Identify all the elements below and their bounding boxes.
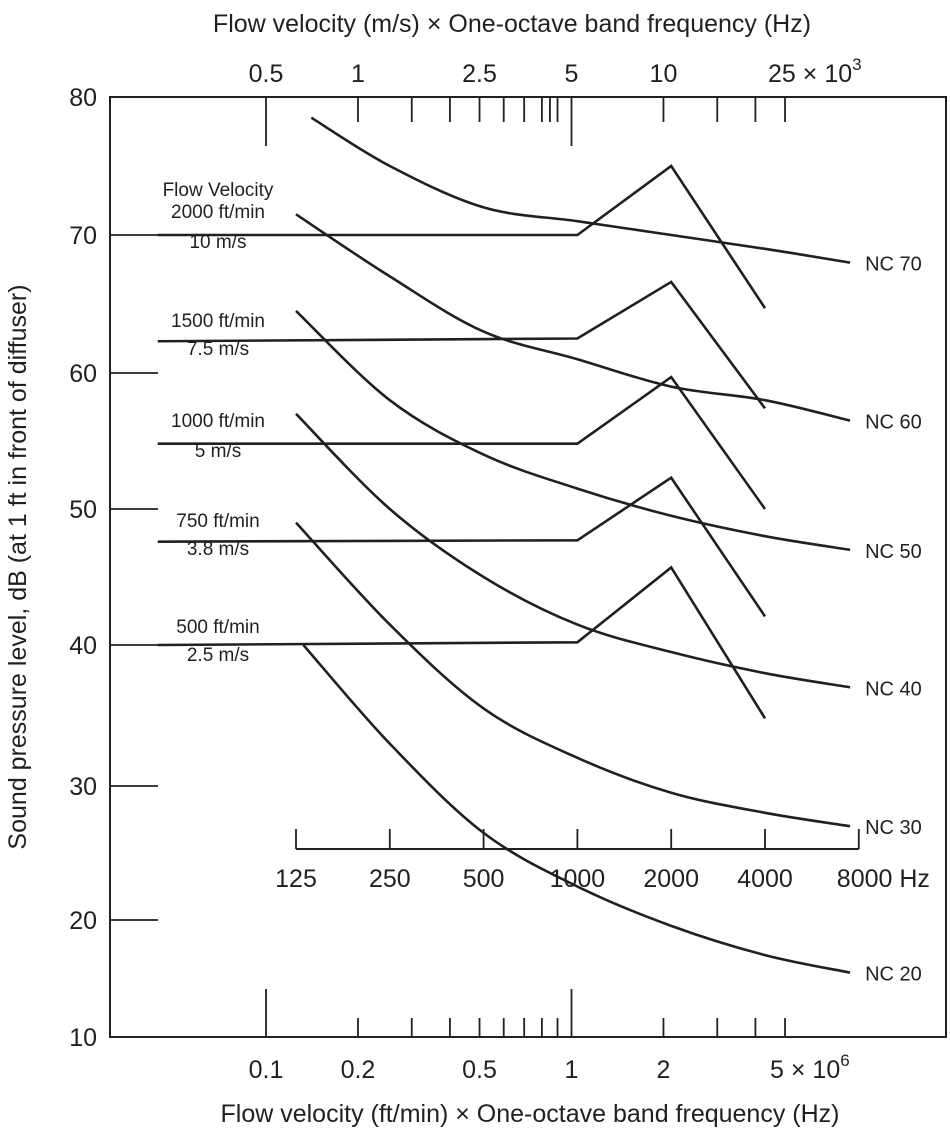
top-tick-label: 2.5 <box>462 60 497 88</box>
diffuser-line <box>157 164 767 309</box>
diffuser-label-ms: 5 m/s <box>195 441 241 462</box>
nc-curve-label: NC 20 <box>865 964 922 986</box>
diffuser-label-ms: 3.8 m/s <box>187 539 249 560</box>
frequency-tick-label: 8000 Hz <box>837 865 930 893</box>
exponent: 3 <box>852 55 861 74</box>
diffuser-label-ftmin: 1500 ft/min <box>171 311 265 332</box>
nc-curve-label: NC 50 <box>865 541 922 563</box>
frequency-tick-label: 2000 <box>643 865 699 893</box>
frequency-tick-label: 250 <box>369 865 411 893</box>
nc-curve <box>295 521 851 828</box>
nc-curve <box>310 116 851 264</box>
diffuser-label-ms: 2.5 m/s <box>187 645 249 666</box>
diffuser-line <box>157 565 767 720</box>
bottom-tick-label: 2 <box>657 1056 671 1084</box>
y-tick-label: 80 <box>69 84 97 112</box>
nc-curve <box>302 644 851 974</box>
y-tick-label: 20 <box>69 907 97 935</box>
y-tick-label: 30 <box>69 773 97 801</box>
top-axis-title: Flow velocity (m/s) × One-octave band fr… <box>213 10 811 38</box>
nc-curve <box>295 213 851 422</box>
diffuser-label-ftmin: 1000 ft/min <box>171 411 265 432</box>
frequency-tick-label: 4000 <box>737 865 793 893</box>
exponent: 6 <box>840 1051 849 1070</box>
nc-curve-label: NC 70 <box>865 254 922 276</box>
top-tick-label: 1 <box>351 60 365 88</box>
y-tick-label: 40 <box>69 632 97 660</box>
nc-curve-label: NC 40 <box>865 678 922 700</box>
bottom-tick-label: 0.2 <box>341 1056 376 1084</box>
y-tick-label: 70 <box>69 222 97 250</box>
nc-curve <box>295 309 851 552</box>
diffuser-label-ms: 10 m/s <box>189 232 246 253</box>
frequency-tick-label: 500 <box>463 865 505 893</box>
diffuser-label-ftmin: 750 ft/min <box>176 511 259 532</box>
plot-frame <box>109 96 947 1038</box>
top-tick-label: 5 <box>565 60 579 88</box>
nc-curve <box>295 412 851 689</box>
diffuser-label-ftmin: 500 ft/min <box>176 617 259 638</box>
bottom-axis-title: Flow velocity (ft/min) × One-octave band… <box>221 1100 840 1128</box>
nc-curve-label: NC 60 <box>865 412 922 434</box>
frequency-tick-label: 125 <box>275 865 317 893</box>
top-tick-label: 0.5 <box>249 60 284 88</box>
bottom-tick-label: 0.5 <box>462 1056 497 1084</box>
top-tick-label: 25 × 103 <box>768 55 862 88</box>
frequency-tick-label: 1000 <box>550 865 606 893</box>
y-tick-label: 10 <box>69 1024 97 1052</box>
y-tick-label: 50 <box>69 496 97 524</box>
diffuser-label-ftmin: 2000 ft/min <box>171 202 265 223</box>
y-axis-title: Sound pressure level, dB (at 1 ft in fro… <box>4 284 32 849</box>
bottom-tick-label: 5 × 106 <box>770 1051 850 1084</box>
diffuser-line <box>157 475 767 618</box>
top-tick-label: 10 <box>650 60 678 88</box>
nc-curve-label: NC 30 <box>865 817 922 839</box>
diffuser-label-ms: 7.5 m/s <box>187 339 249 360</box>
diffuser-line <box>157 375 767 510</box>
y-tick-label: 60 <box>69 360 97 388</box>
bottom-tick-label: 1 <box>565 1056 579 1084</box>
bottom-tick-label: 0.1 <box>249 1056 284 1084</box>
diffuser-legend-title: Flow Velocity <box>163 180 274 201</box>
diffuser-line <box>157 280 767 410</box>
